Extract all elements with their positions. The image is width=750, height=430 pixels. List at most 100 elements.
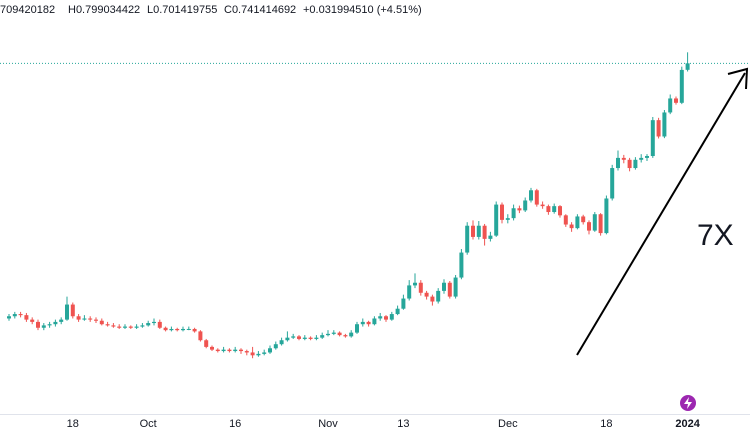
candle-body — [140, 325, 145, 327]
candle-body — [407, 285, 412, 299]
candle-body — [221, 349, 226, 352]
candle-body — [215, 349, 220, 352]
candle-body — [65, 304, 69, 320]
candle-body — [500, 204, 504, 220]
candle-body — [227, 349, 232, 352]
candle-body — [297, 336, 301, 339]
candle-body — [395, 308, 400, 315]
candle-body — [123, 326, 127, 328]
candle-body — [355, 324, 359, 333]
candle-body — [413, 282, 417, 286]
candle-body — [198, 331, 203, 341]
candle-body — [505, 218, 510, 220]
candle-body — [105, 324, 110, 326]
candle-body — [476, 225, 481, 237]
candle-body — [146, 323, 151, 326]
candle-body — [418, 282, 423, 293]
candle-body — [598, 214, 603, 234]
candle-body — [99, 320, 104, 325]
candle-body — [7, 316, 11, 319]
candle-body — [239, 349, 243, 352]
candle-body — [41, 325, 46, 328]
candle-body — [163, 327, 168, 331]
candle-body — [668, 98, 673, 113]
candle-body — [372, 318, 377, 325]
header-low: L0.701419755 — [147, 4, 217, 16]
candle-body — [523, 200, 528, 211]
candle-body — [459, 252, 464, 278]
header-close: C0.741414692 — [224, 4, 296, 16]
x-tick-label: 13 — [397, 418, 409, 430]
header: 709420182 H0.799034422 L0.701419755 C0.7… — [0, 4, 422, 16]
candle-body — [337, 332, 342, 336]
candle-body — [343, 335, 348, 337]
header-change: +0.031994510 (+4.51%) — [303, 4, 422, 16]
candle-body — [192, 328, 197, 332]
candle-body — [117, 326, 122, 328]
candle-body — [360, 321, 365, 325]
header-high: H0.799034422 — [68, 4, 140, 16]
candle-body — [569, 224, 574, 229]
candle-body — [453, 277, 458, 297]
candle-body — [169, 328, 174, 331]
candle-body — [76, 316, 81, 320]
annotation: 7X — [697, 219, 734, 252]
candle-body — [447, 282, 452, 297]
candle-body — [273, 344, 278, 349]
candle-body — [662, 112, 667, 137]
candle-body — [581, 216, 586, 223]
candle-body — [366, 321, 371, 325]
candle-body — [650, 120, 655, 157]
candle-body — [442, 282, 446, 291]
candle-body — [639, 157, 644, 160]
x-tick-label: Oct — [140, 418, 157, 430]
candle-body — [18, 314, 23, 316]
arrow-head — [727, 67, 749, 90]
header-open: 709420182 — [0, 4, 55, 16]
x-tick-label: 2024 — [675, 418, 700, 430]
candle-body — [529, 190, 533, 201]
arrow-line — [576, 72, 746, 356]
candle-body — [563, 215, 568, 225]
candle-body — [268, 348, 272, 353]
candle-body — [111, 325, 116, 327]
candle-body — [181, 328, 185, 331]
candle-body — [575, 216, 580, 229]
candle-body — [256, 353, 261, 356]
candle-body — [511, 208, 516, 219]
candle-body — [465, 225, 470, 253]
x-tick-label: 18 — [600, 418, 612, 430]
candle-body — [604, 198, 609, 234]
candle-body — [488, 235, 493, 239]
candle-body — [186, 328, 191, 330]
candle-body — [494, 204, 499, 236]
candle-body — [384, 316, 388, 320]
candle-body — [320, 335, 325, 338]
candle-body — [610, 168, 615, 199]
candle-body — [291, 336, 296, 338]
candle-body — [378, 316, 383, 319]
candle-body — [47, 324, 52, 326]
candle-body — [656, 120, 661, 137]
candle-body — [592, 214, 597, 231]
candle-body — [285, 337, 290, 341]
candle-body — [685, 63, 690, 70]
candle-body — [552, 206, 557, 213]
candle-body — [30, 319, 35, 322]
candle-body — [424, 292, 429, 297]
x-tick-label: 18 — [67, 418, 79, 430]
candle-body — [233, 349, 238, 352]
candle-body — [546, 206, 551, 213]
candle-body — [134, 326, 139, 328]
candle-body — [331, 332, 336, 334]
candle-body — [627, 159, 632, 169]
candle-body — [308, 337, 313, 339]
candle-body — [204, 340, 209, 347]
candle-body — [94, 319, 98, 321]
candle-body — [314, 337, 319, 339]
candle-body — [482, 225, 487, 239]
candle-body — [12, 314, 17, 317]
candle-body — [244, 351, 249, 353]
candle-body — [540, 204, 545, 207]
